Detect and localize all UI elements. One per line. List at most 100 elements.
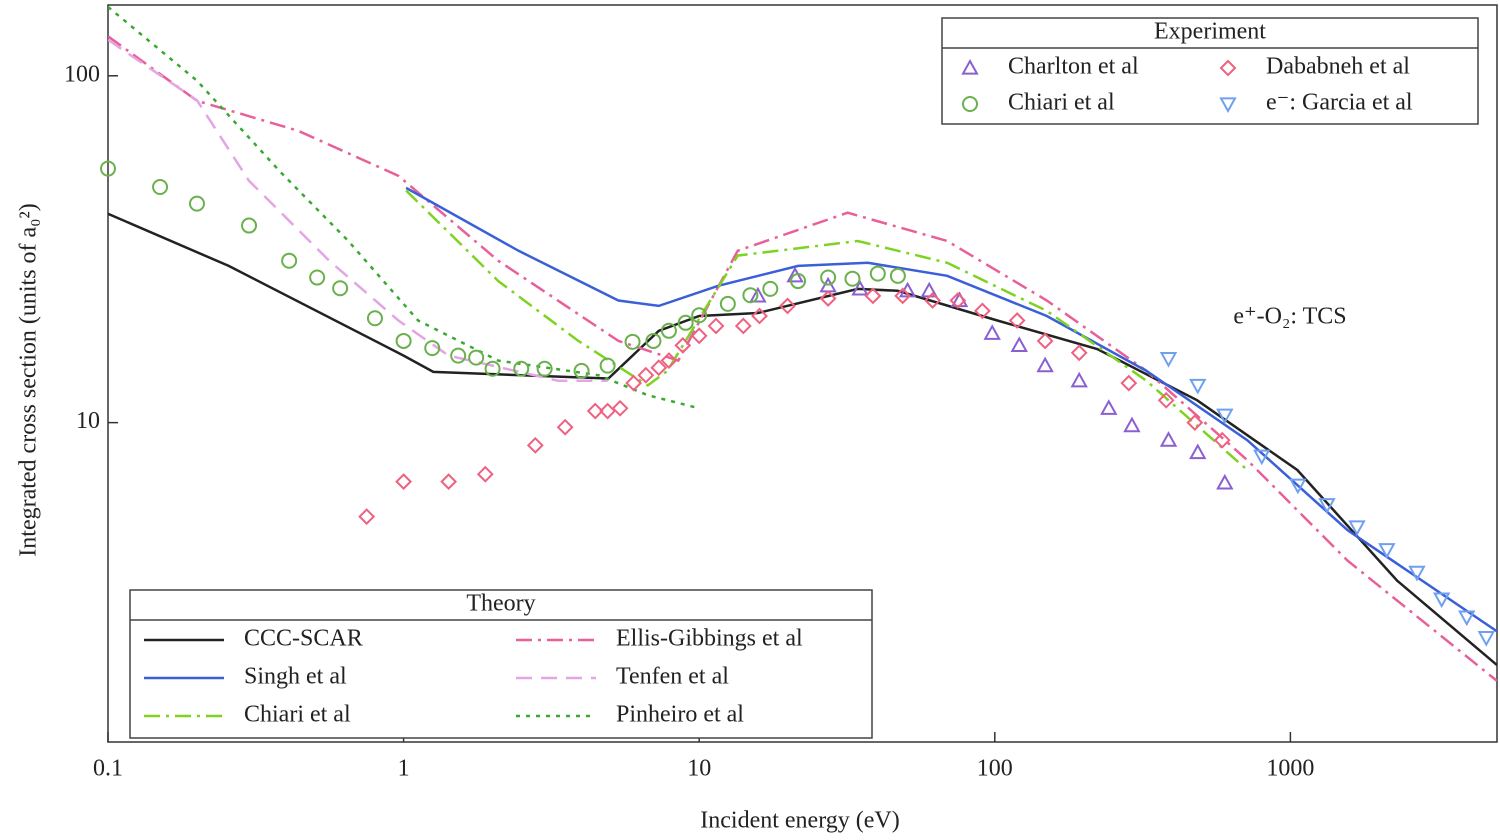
legend-swatch: [962, 96, 978, 112]
data-point: [1008, 312, 1026, 329]
data-point: [1408, 565, 1426, 582]
data-point: [241, 217, 258, 234]
legend-label: Charlton et al: [1008, 54, 1139, 80]
data-point: [1458, 610, 1476, 627]
data-point: [395, 332, 412, 349]
x-tick-label: 10: [687, 756, 711, 782]
legend-box: [129, 589, 873, 739]
data-point: [573, 362, 590, 379]
legend-label: Chiari et al: [244, 702, 351, 728]
theory-line: [405, 189, 1249, 471]
data-point: [819, 290, 837, 307]
data-point: [762, 280, 779, 297]
data-point: [779, 297, 796, 315]
data-point: [820, 269, 837, 286]
data-point: [894, 287, 912, 305]
data-point: [332, 280, 349, 297]
data-point: [983, 324, 1001, 340]
data-point: [844, 270, 861, 287]
data-point: [440, 473, 458, 491]
x-tick-label: 0.1: [93, 756, 123, 782]
data-point: [1216, 408, 1234, 425]
data-point: [691, 307, 708, 324]
data-point: [1186, 414, 1204, 432]
data-point: [556, 418, 574, 436]
data-point: [366, 310, 383, 327]
data-point: [395, 473, 413, 491]
data-point: [690, 327, 708, 345]
data-point: [1348, 520, 1366, 537]
data-point: [1070, 371, 1088, 388]
data-point: [1189, 378, 1207, 395]
data-point: [599, 357, 616, 374]
data-point: [624, 333, 641, 350]
y-axis-label: Integrated cross section (units of a₀²): [16, 203, 42, 556]
data-point: [484, 360, 501, 377]
data-point: [637, 366, 655, 384]
data-point: [1070, 344, 1088, 362]
data-point: [1100, 399, 1118, 415]
data-point: [358, 508, 376, 525]
data-point: [1253, 449, 1271, 466]
legend-label: e⁻: Garcia et al: [1266, 90, 1413, 116]
data-point: [468, 349, 485, 366]
data-point: [889, 267, 906, 284]
data-point: [513, 360, 530, 377]
legend-label: CCC-SCAR: [244, 626, 363, 652]
data-point: [309, 269, 326, 286]
data-point: [851, 279, 869, 296]
data-point: [1159, 431, 1178, 447]
legend-swatch: [961, 58, 979, 75]
data-point: [1432, 592, 1451, 609]
theory-line: [108, 5, 700, 410]
legend-label: Tenfen et al: [616, 664, 729, 690]
x-tick-label: 100: [977, 756, 1013, 782]
data-point: [674, 336, 692, 354]
legend-label: Dababneh et al: [1266, 54, 1410, 80]
data-point: [949, 292, 967, 309]
data-point: [864, 287, 882, 305]
legend-box: [941, 17, 1479, 125]
data-point: [1036, 356, 1054, 373]
data-point: [660, 352, 678, 369]
data-point: [1477, 630, 1495, 647]
data-point: [476, 465, 494, 483]
data-point: [536, 360, 553, 377]
annotation: e⁺-O₂: TCS: [1233, 304, 1346, 330]
data-point: [424, 340, 441, 357]
data-point: [450, 347, 467, 364]
data-point: [869, 265, 886, 282]
data-point: [526, 436, 544, 454]
data-point: [1378, 543, 1396, 559]
data-point: [751, 307, 768, 325]
data-point: [1123, 416, 1141, 433]
data-point: [152, 178, 169, 195]
y-tick-label: 100: [64, 61, 100, 87]
data-point: [650, 359, 668, 377]
legend-swatch: [1219, 97, 1237, 114]
legend-title: Theory: [466, 591, 535, 617]
legend-label: Ellis-Gibbings et al: [616, 626, 803, 652]
data-point: [660, 322, 677, 339]
data-point: [586, 402, 604, 420]
data-point: [1216, 473, 1234, 490]
legend-label: Chiari et al: [1008, 90, 1115, 116]
x-tick-label: 1: [398, 756, 410, 782]
data-point: [749, 286, 767, 303]
data-point: [719, 295, 736, 312]
data-point: [786, 266, 804, 283]
data-point: [1157, 391, 1175, 409]
plot-frame: [107, 4, 1498, 743]
data-point: [677, 314, 694, 331]
legend-swatch: [1219, 59, 1237, 77]
data-point: [1159, 351, 1178, 368]
data-point: [924, 292, 942, 309]
theory-line: [108, 38, 608, 383]
data-point: [100, 160, 116, 177]
legend-label: Singh et al: [244, 664, 347, 690]
data-point: [1189, 443, 1207, 460]
data-point: [790, 273, 807, 290]
y-tick-label: 10: [76, 408, 100, 434]
